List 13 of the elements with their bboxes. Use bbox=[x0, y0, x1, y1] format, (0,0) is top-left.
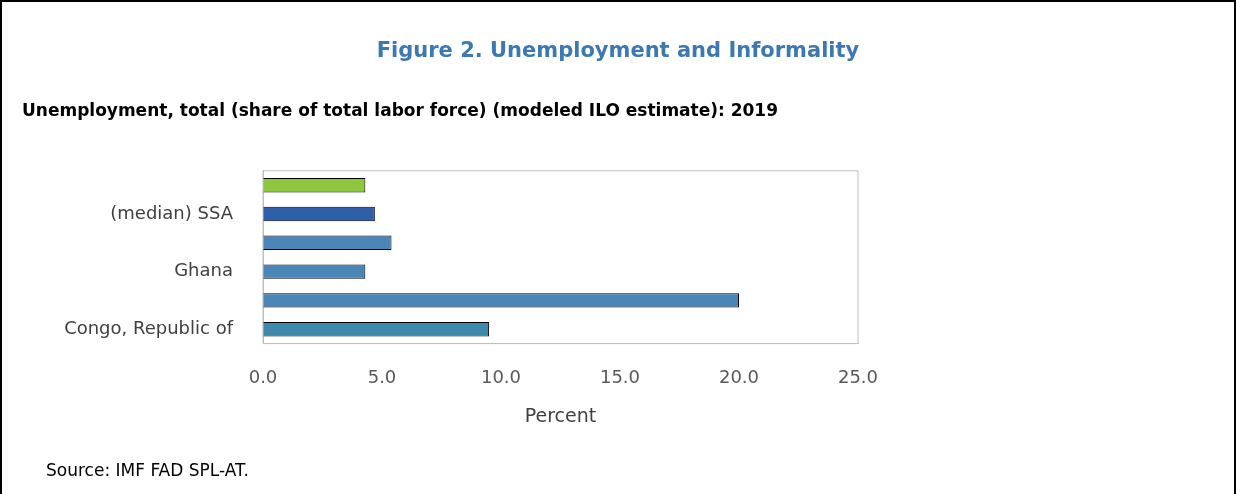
x-axis-title: Percent bbox=[524, 403, 597, 426]
x-tick-label: 0.0 bbox=[248, 366, 278, 388]
source-note: Source: IMF FAD SPL-AT. bbox=[46, 460, 249, 480]
x-tick-label: 20.0 bbox=[718, 366, 760, 388]
x-tick-label: 10.0 bbox=[480, 366, 522, 388]
y-tick-label: Ghana bbox=[174, 259, 233, 281]
chart-subtitle: Unemployment, total (share of total labor force) (modeled ILO estimate): 2019 bbox=[22, 100, 779, 120]
y-tick-label: Congo, Republic of bbox=[64, 316, 234, 338]
x-tick-label: 15.0 bbox=[599, 366, 641, 388]
chart-title: Figure 2. Unemployment and Informality bbox=[375, 38, 861, 62]
y-tick-label: (median) SSA bbox=[110, 201, 234, 223]
x-tick-label: 5.0 bbox=[367, 366, 397, 388]
x-tick-label: 25.0 bbox=[837, 366, 879, 388]
